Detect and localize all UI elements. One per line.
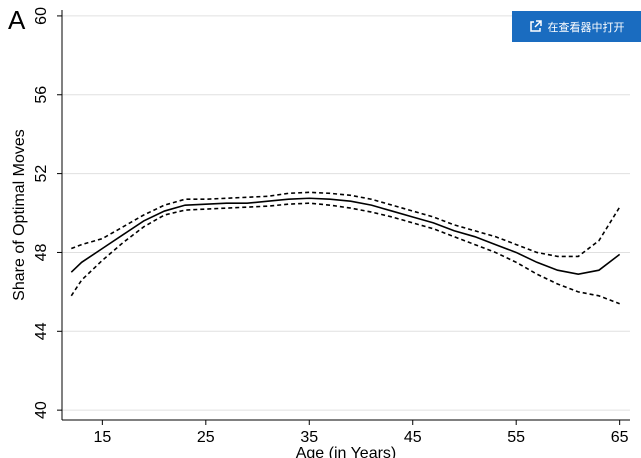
x-tick-label: 25 — [197, 429, 215, 446]
series-line — [70, 202, 620, 305]
external-icon — [529, 20, 542, 32]
panel-label: A — [8, 5, 26, 35]
x-tick-label: 15 — [93, 429, 111, 446]
y-tick-label: 44 — [33, 322, 50, 340]
y-tick-label: 40 — [33, 401, 50, 419]
series-line — [71, 191, 621, 258]
y-axis-label: Share of Optimal Moves — [11, 129, 28, 301]
x-tick-label: 65 — [611, 429, 629, 446]
button-text: 在查看器中打开 — [547, 21, 625, 34]
x-axis-label: Age (in Years) — [296, 445, 397, 458]
y-tick-label: 52 — [33, 165, 50, 183]
open-in-viewer-button[interactable]: 在查看器中打开 — [512, 11, 641, 42]
y-tick-label: 56 — [33, 86, 50, 104]
x-tick-label: 55 — [507, 429, 525, 446]
y-tick-label: 60 — [33, 7, 50, 25]
series-line — [70, 197, 621, 275]
x-tick-label: 45 — [404, 429, 422, 446]
y-tick-label: 48 — [33, 243, 50, 261]
x-tick-label: 35 — [300, 429, 318, 446]
